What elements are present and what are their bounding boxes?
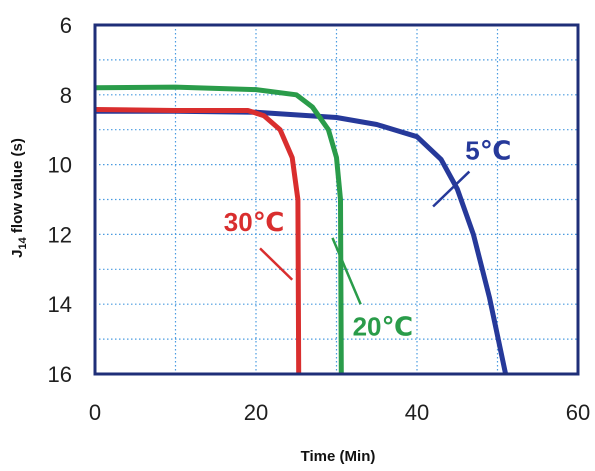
series-line-20c xyxy=(94,84,344,375)
annotation-leader-30c xyxy=(259,247,294,281)
y-tick-label: 10 xyxy=(48,153,72,178)
y-tick-labels: 6 8 10 12 14 16 xyxy=(48,13,72,387)
x-tick-label: 60 xyxy=(566,400,590,425)
grid-layer xyxy=(95,25,578,374)
y-tick-label: 14 xyxy=(48,292,72,317)
x-tick-labels: 0 20 40 60 xyxy=(89,400,590,425)
y-axis-title: J14 flow value (s) xyxy=(9,138,29,258)
y-tick-label: 8 xyxy=(60,83,72,108)
y-tick-label: 12 xyxy=(48,222,72,247)
annotation-label-30c: 30℃ xyxy=(224,207,284,237)
y-axis-title-subscript: 14 xyxy=(17,236,29,249)
annotation-label-20c: 20℃ xyxy=(353,312,413,342)
annotation-leader-5c xyxy=(432,170,471,208)
annotation-leader-20c xyxy=(331,237,362,305)
y-tick-label: 16 xyxy=(48,362,72,387)
x-tick-label: 0 xyxy=(89,400,101,425)
series-layer xyxy=(94,84,509,375)
y-axis-title-rest: flow value (s) xyxy=(9,138,26,237)
y-axis-title-main: J xyxy=(9,250,26,258)
series-line-30c xyxy=(94,107,302,375)
annotation-layer: 5℃ 20℃ 30℃ xyxy=(224,135,511,341)
plot-frame xyxy=(93,23,580,376)
x-tick-label: 40 xyxy=(405,400,429,425)
x-tick-label: 20 xyxy=(244,400,268,425)
y-tick-label: 6 xyxy=(60,13,72,38)
x-axis-title: Time (Min) xyxy=(301,448,376,465)
annotation-label-5c: 5℃ xyxy=(465,135,511,165)
